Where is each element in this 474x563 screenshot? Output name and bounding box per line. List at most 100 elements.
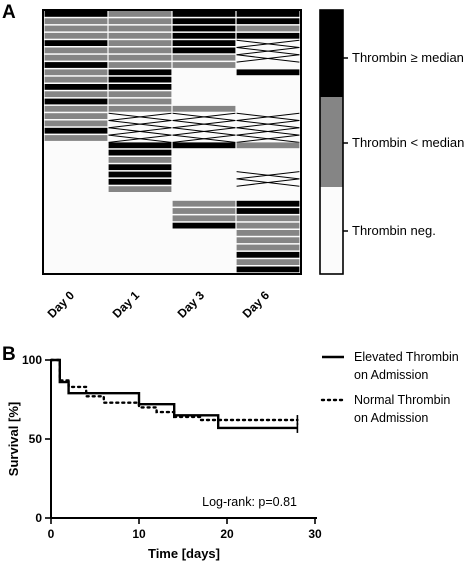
day-label-0: Day 0: [45, 288, 78, 321]
legend-label-neg: Thrombin neg.: [352, 223, 436, 238]
heatmap-cell-missing: [172, 120, 236, 129]
heatmap-cell-low: [44, 54, 108, 61]
x-axis-title: Time [days]: [148, 546, 220, 561]
heatmap-cell-missing: [172, 127, 236, 136]
heatmap-cell-low: [236, 142, 300, 149]
heatmap-cell-low: [44, 113, 108, 119]
heatmap-cell-low: [236, 237, 300, 244]
heatmap-cell-missing: [108, 120, 172, 129]
heatmap-cell-missing: [236, 47, 300, 56]
legend-elevated-line2: on Admission: [354, 368, 428, 382]
heatmap-cell-high: [108, 69, 172, 76]
heatmap-cell-low: [236, 215, 300, 222]
heatmap-cell-high: [172, 142, 236, 149]
heatmap-cell-high: [236, 18, 300, 25]
heatmap-cell-low: [44, 120, 108, 127]
heatmap-cell-missing: [236, 54, 300, 63]
heatmap-cell-high: [44, 40, 108, 46]
heatmap-cell-high: [108, 178, 172, 185]
survival-plot: 0 10 20 30 0 50 100 Survival [%] Time [days] L…: [6, 353, 322, 561]
heatmap-cell-low: [172, 105, 236, 112]
panel-a-label: A: [2, 2, 16, 23]
heatmap-cell-missing: [236, 112, 300, 121]
heatmap-cell-high: [236, 251, 300, 258]
heatmap-cell-low: [108, 91, 172, 98]
panel-b-label: B: [2, 344, 16, 365]
heatmap-cell-low: [236, 230, 300, 236]
heatmap-cell-low: [108, 40, 172, 46]
legend-frame: [319, 9, 344, 275]
heatmap-cell-high: [172, 32, 236, 39]
heatmap-cell-low: [44, 69, 108, 76]
series-normal-thrombin-line: [49, 358, 299, 422]
heatmap-cell-high: [172, 40, 236, 46]
heatmap-cell-high: [108, 164, 172, 171]
day-label-1: Day 1: [110, 288, 143, 321]
heatmap-cell-high: [108, 149, 172, 156]
heatmap-cell-low: [172, 208, 236, 214]
axis-ticks: 0 10 20 30 0 50 100: [22, 353, 322, 541]
heatmap-cell-high: [44, 62, 108, 68]
heatmap-cell-missing: [108, 127, 172, 136]
heatmap-cell-low: [44, 18, 108, 25]
legend-normal-line1: Normal Thrombin: [354, 393, 450, 407]
heatmap-cell-low: [108, 18, 172, 25]
heatmap-cell-low: [44, 91, 108, 98]
heatmap-cell-high: [236, 200, 300, 207]
legend-swatch-high: [320, 10, 343, 97]
heatmap-cell-high: [172, 11, 236, 17]
heatmap-cell-high: [44, 11, 108, 17]
heatmap-cell-missing: [108, 112, 172, 121]
heatmap-cells: [44, 11, 300, 273]
heatmap-cell-missing: [172, 134, 236, 143]
heatmap-cell-low: [44, 25, 108, 32]
heatmap-cell-high: [236, 208, 300, 214]
heatmap-cell-low: [108, 11, 172, 17]
x-tick-label: 20: [220, 527, 234, 541]
y-axis-title: Survival [%]: [6, 402, 21, 476]
legend-normal-line2: on Admission: [354, 411, 428, 425]
heatmap-cell-low: [108, 157, 172, 163]
heatmap-cell-high: [236, 11, 300, 17]
heatmap-cell-high: [44, 98, 108, 105]
survival-legend: Elevated Thrombin on Admission Normal Th…: [320, 350, 459, 425]
heatmap-cell-low: [236, 244, 300, 251]
heatmap-cell-missing: [108, 134, 172, 143]
x-tick-label: 10: [132, 527, 146, 541]
day-label-3: Day 3: [175, 288, 208, 321]
heatmap-cell-high: [236, 32, 300, 39]
heatmap-cell-high: [172, 222, 236, 229]
heatmap-cell-high: [172, 47, 236, 54]
heatmap-cell-low: [172, 54, 236, 61]
heatmap-cell-low: [44, 105, 108, 112]
series-elevated-thrombin-line: [51, 358, 298, 430]
heatmap-cell-low: [108, 47, 172, 54]
heatmap-cell-high: [108, 142, 172, 149]
heatmap-cell-high: [236, 69, 300, 76]
heatmap-cell-missing: [236, 134, 300, 143]
heatmap-cell-low: [172, 215, 236, 222]
heatmap-cell-low: [236, 259, 300, 265]
heatmap-cell-high: [236, 266, 300, 273]
heatmap-cell-low: [108, 62, 172, 68]
heatmap-cell-high: [44, 127, 108, 134]
heatmap-cell-high: [108, 76, 172, 83]
heatmap-cell-low: [236, 222, 300, 229]
heatmap-cell-low: [236, 25, 300, 32]
heatmap-cell-missing: [236, 127, 300, 136]
heatmap-cell-high: [108, 171, 172, 178]
heatmap-cell-low: [44, 135, 108, 141]
legend-label-high: Thrombin ≥ median: [352, 50, 464, 65]
heatmap-cell-high: [44, 84, 108, 90]
heatmap-cell-low: [108, 54, 172, 61]
x-tick-label: 30: [308, 527, 322, 541]
day-labels: Day 0 Day 1 Day 3 Day 6: [45, 288, 273, 321]
heatmap-cell-missing: [236, 39, 300, 48]
heatmap-cell-low: [172, 62, 236, 68]
legend-elevated-line1: Elevated Thrombin: [354, 350, 459, 364]
heatmap-cell-high: [172, 25, 236, 32]
heatmap-cell-low: [44, 47, 108, 54]
legend-swatch-neg: [320, 187, 343, 274]
heatmap-cell-missing: [236, 178, 300, 187]
